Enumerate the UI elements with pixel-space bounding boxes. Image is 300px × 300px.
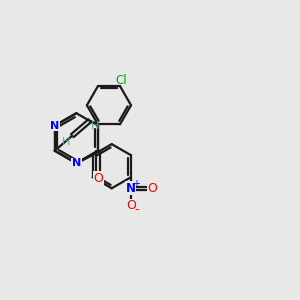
Text: O: O — [93, 172, 103, 185]
Text: N: N — [50, 121, 59, 131]
Text: O: O — [126, 199, 136, 212]
Text: Cl: Cl — [116, 74, 127, 87]
Text: N: N — [126, 182, 136, 195]
Text: H: H — [62, 137, 70, 147]
Text: O: O — [147, 182, 157, 195]
Text: +: + — [132, 179, 140, 189]
Text: H: H — [91, 121, 99, 131]
Text: N: N — [72, 158, 81, 168]
Text: -: - — [134, 203, 138, 216]
